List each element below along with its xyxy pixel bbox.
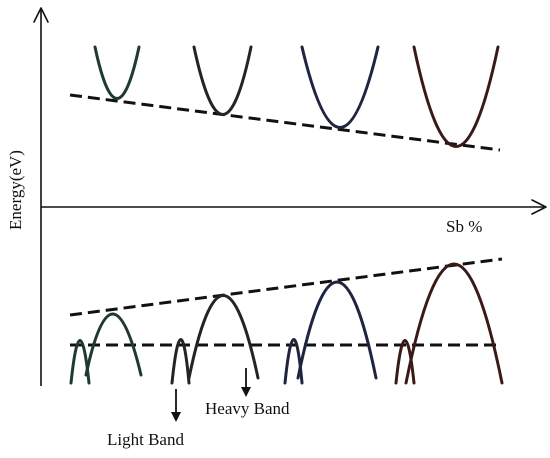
light-band-label: Light Band — [107, 430, 184, 449]
conduction-band-parabola-2 — [192, 45, 253, 116]
heavy-band-arch-3 — [296, 280, 378, 380]
conduction-band-parabola-1 — [93, 45, 141, 100]
light-band-arch-4 — [394, 339, 416, 385]
heavy-band-arch-1 — [84, 312, 143, 377]
x-axis-label: Sb % — [446, 217, 482, 236]
heavy-band-label: Heavy Band — [205, 399, 290, 418]
conduction-band-parabola-3 — [300, 45, 380, 129]
conduction-band-parabola-4 — [412, 45, 500, 148]
heavy-band-arch-2 — [187, 294, 260, 380]
x-axis-arrowhead — [531, 199, 547, 215]
light-band-pointer-arrowhead — [171, 412, 181, 422]
light-band-arch-2 — [170, 338, 191, 385]
y-axis-label: Energy(eV) — [6, 150, 25, 230]
light-band-arch-3 — [283, 338, 304, 385]
conduction-band-trend-line — [69, 93, 501, 152]
heavy-band-pointer-arrowhead — [241, 387, 251, 397]
heavy-band-trend-line — [69, 257, 503, 317]
light-band-arch-1 — [69, 339, 91, 385]
y-axis-arrowhead — [33, 7, 49, 23]
heavy-band-arch-4 — [404, 262, 504, 385]
